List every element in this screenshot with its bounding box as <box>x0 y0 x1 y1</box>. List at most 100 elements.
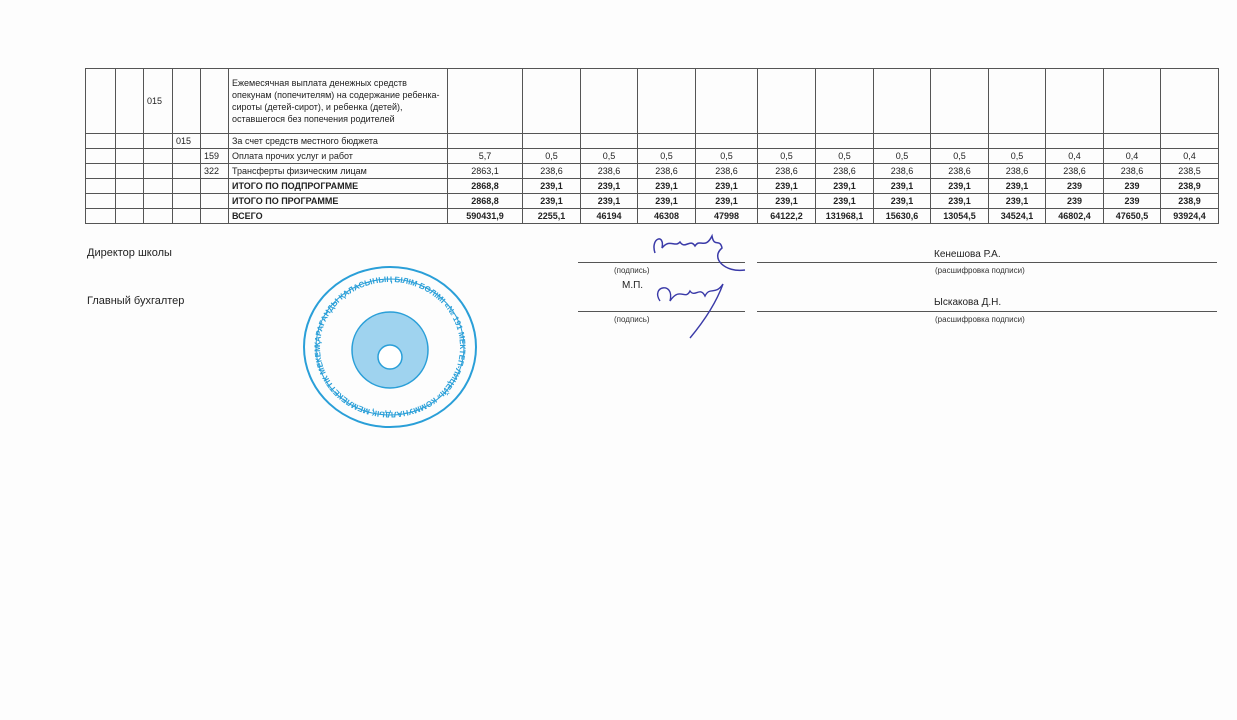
code-cell <box>172 68 201 134</box>
value-cell: 0,5 <box>522 148 581 164</box>
accountant-label: Главный бухгалтер <box>87 295 185 307</box>
value-cell: 0,4 <box>1103 148 1161 164</box>
code-cell <box>200 68 229 134</box>
official-stamp: ҚАРАҒАНДЫ ҚАЛАСЫНЫҢ БІЛІМ БӨЛІМІ «№ 191 … <box>300 262 477 428</box>
value-cell <box>695 68 758 134</box>
value-cell: 238,6 <box>815 163 874 179</box>
value-cell: 239,1 <box>695 193 758 209</box>
value-cell: 47998 <box>695 208 758 224</box>
value-cell: 239,1 <box>757 193 816 209</box>
value-cell <box>1160 68 1219 134</box>
code-cell <box>200 178 229 194</box>
code-cell <box>115 193 144 209</box>
code-cell <box>85 133 116 149</box>
value-cell: 238,9 <box>1160 178 1219 194</box>
value-cell <box>1160 133 1219 149</box>
value-cell <box>447 68 523 134</box>
code-cell <box>115 178 144 194</box>
value-cell: 590431,9 <box>447 208 523 224</box>
value-cell <box>637 133 696 149</box>
value-cell: 13054,5 <box>930 208 989 224</box>
item-name-cell: Ежемесячная выплата денежных средств опе… <box>228 68 448 134</box>
value-cell <box>580 68 638 134</box>
value-cell: 238,6 <box>695 163 758 179</box>
code-cell <box>143 133 173 149</box>
value-cell <box>1103 133 1161 149</box>
value-cell: 239,1 <box>988 178 1046 194</box>
code-cell <box>85 148 116 164</box>
value-cell: 239,1 <box>873 178 931 194</box>
value-cell <box>1045 133 1104 149</box>
value-cell: 239,1 <box>930 178 989 194</box>
value-cell: 0,5 <box>873 148 931 164</box>
table-row: 015 За счет средств местного бюджета <box>85 133 1219 149</box>
accountant-signature <box>657 283 724 339</box>
value-cell: 239,1 <box>580 178 638 194</box>
value-cell: 46308 <box>637 208 696 224</box>
value-cell <box>930 68 989 134</box>
code-cell <box>85 193 116 209</box>
value-cell: 0,5 <box>988 148 1046 164</box>
value-cell: 2868,8 <box>447 193 523 209</box>
value-cell: 0,5 <box>637 148 696 164</box>
value-cell <box>522 68 581 134</box>
value-cell: 238,6 <box>988 163 1046 179</box>
value-cell <box>757 133 816 149</box>
code-cell <box>200 193 229 209</box>
value-cell <box>930 133 989 149</box>
value-cell <box>873 133 931 149</box>
value-cell: 239,1 <box>695 178 758 194</box>
value-cell: 46802,4 <box>1045 208 1104 224</box>
code-cell <box>200 208 229 224</box>
director-decode-caption: (расшифровка подписи) <box>935 266 1025 275</box>
value-cell <box>988 133 1046 149</box>
value-cell <box>988 68 1046 134</box>
value-cell: 238,6 <box>930 163 989 179</box>
code-cell <box>85 68 116 134</box>
value-cell: 238,6 <box>637 163 696 179</box>
table-row: 015 Ежемесячная выплата денежных средств … <box>85 68 1219 134</box>
value-cell <box>815 68 874 134</box>
value-cell: 239,1 <box>757 178 816 194</box>
value-cell: 64122,2 <box>757 208 816 224</box>
value-cell: 239,1 <box>522 193 581 209</box>
value-cell: 239 <box>1045 193 1104 209</box>
value-cell: 238,6 <box>580 163 638 179</box>
item-name-cell: ВСЕГО <box>228 208 448 224</box>
value-cell: 2863,1 <box>447 163 523 179</box>
code-cell <box>85 208 116 224</box>
director-signature <box>653 233 746 272</box>
value-cell <box>1045 68 1104 134</box>
code-cell <box>115 208 144 224</box>
code-cell: 015 <box>172 133 201 149</box>
code-cell: 159 <box>200 148 229 164</box>
code-cell <box>172 148 201 164</box>
director-signature-line <box>578 262 745 263</box>
table-row: ИТОГО ПО ПРОГРАММЕ 2868,8 239,1 239,1 239,1 2… <box>85 193 1219 209</box>
value-cell: 238,6 <box>1103 163 1161 179</box>
value-cell: 238,6 <box>873 163 931 179</box>
code-cell: 322 <box>200 163 229 179</box>
value-cell: 15630,6 <box>873 208 931 224</box>
value-cell <box>695 133 758 149</box>
value-cell: 239,1 <box>815 193 874 209</box>
table-row: 322 Трансферты физическим лицам 2863,1 238,… <box>85 163 1219 179</box>
code-cell <box>115 133 144 149</box>
value-cell <box>815 133 874 149</box>
value-cell: 238,5 <box>1160 163 1219 179</box>
value-cell: 239,1 <box>522 178 581 194</box>
director-name: Кенешова Р.А. <box>934 249 1001 260</box>
code-cell <box>115 68 144 134</box>
item-name-cell: Трансферты физическим лицам <box>228 163 448 179</box>
accountant-decode-caption: (расшифровка подписи) <box>935 315 1025 324</box>
value-cell: 0,5 <box>930 148 989 164</box>
value-cell <box>522 133 581 149</box>
value-cell <box>447 133 523 149</box>
item-name-cell: За счет средств местного бюджета <box>228 133 448 149</box>
code-cell <box>143 148 173 164</box>
item-name-cell: ИТОГО ПО ПОДПРОГРАММЕ <box>228 178 448 194</box>
code-cell <box>172 163 201 179</box>
code-cell <box>172 178 201 194</box>
value-cell <box>637 68 696 134</box>
